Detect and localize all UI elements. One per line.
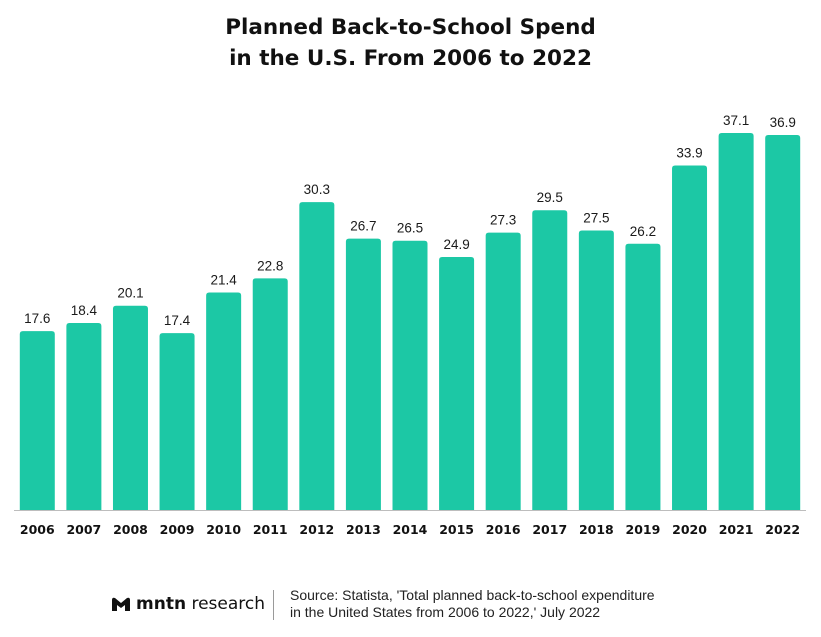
bar-2014	[392, 240, 428, 510]
bar-2021	[718, 133, 754, 510]
bar-2017	[532, 210, 568, 510]
bar-2015	[439, 256, 475, 510]
bar-2019	[625, 243, 661, 510]
value-label-2022: 36.9	[770, 115, 796, 130]
source-note: Source: Statista, 'Total planned back-to…	[290, 587, 750, 621]
value-label-2020: 33.9	[676, 146, 702, 161]
footer: mntn research Source: Statista, 'Total p…	[0, 584, 821, 628]
bar-2012	[299, 202, 335, 510]
tick-label-2022: 2022	[765, 522, 800, 537]
bar-chart: 17.6 18.4 20.1 17.4 21.4 22.8 30.3 26.7 26.5 24.9…	[14, 113, 806, 537]
tick-label-2010: 2010	[206, 522, 241, 537]
brand: mntn research	[112, 594, 265, 614]
value-label-2012: 30.3	[304, 182, 330, 197]
value-label-2008: 20.1	[117, 286, 143, 301]
bar-2018	[578, 230, 614, 511]
tick-label-2014: 2014	[393, 522, 428, 537]
brand-name-rest: research	[186, 594, 265, 614]
tick-label-2011: 2011	[253, 522, 288, 537]
tick-label-2015: 2015	[439, 522, 474, 537]
tick-label-2009: 2009	[160, 522, 195, 537]
value-label-2019: 26.2	[630, 224, 656, 239]
bar-2013	[345, 238, 381, 510]
bar-2011	[252, 278, 288, 510]
bar-2016	[485, 232, 521, 510]
tick-label-2016: 2016	[486, 522, 521, 537]
bar-2020	[672, 165, 708, 510]
value-labels-group: 17.6 18.4 20.1 17.4 21.4 22.8 30.3 26.7 26.5 24.9…	[24, 113, 796, 328]
tick-label-2017: 2017	[532, 522, 567, 537]
chart-title: Planned Back-to-School Spend in the U.S.…	[0, 12, 821, 74]
bar-2022	[765, 135, 801, 510]
bar-2009	[159, 333, 195, 510]
value-label-2013: 26.7	[350, 219, 376, 234]
tick-label-2021: 2021	[719, 522, 754, 537]
mntn-logo-icon	[112, 597, 130, 611]
value-label-2014: 26.5	[397, 221, 423, 236]
tick-label-2019: 2019	[626, 522, 661, 537]
footer-divider	[273, 590, 274, 620]
bar-2007	[66, 323, 102, 510]
bars-group	[19, 133, 801, 511]
bar-2008	[112, 305, 148, 510]
chart-title-line-2: in the U.S. From 2006 to 2022	[229, 46, 592, 71]
tick-label-2012: 2012	[299, 522, 334, 537]
value-label-2007: 18.4	[71, 303, 98, 318]
value-label-2021: 37.1	[723, 113, 749, 128]
value-label-2018: 27.5	[583, 211, 609, 226]
value-label-2009: 17.4	[164, 313, 191, 328]
brand-name-bold: mntn	[136, 594, 187, 614]
value-label-2016: 27.3	[490, 213, 516, 228]
value-label-2015: 24.9	[443, 237, 469, 252]
brand-name: mntn research	[136, 594, 265, 614]
tick-label-2020: 2020	[672, 522, 707, 537]
chart-title-line-1: Planned Back-to-School Spend	[225, 15, 596, 40]
tick-label-2018: 2018	[579, 522, 614, 537]
tick-label-2006: 2006	[20, 522, 55, 537]
value-label-2011: 22.8	[257, 258, 283, 273]
bar-2006	[19, 331, 55, 510]
tick-label-2007: 2007	[66, 522, 101, 537]
value-label-2017: 29.5	[537, 190, 563, 205]
source-line-1: Source: Statista, 'Total planned back-to…	[290, 587, 655, 603]
value-label-2010: 21.4	[211, 273, 238, 288]
tick-label-2013: 2013	[346, 522, 381, 537]
tick-label-2008: 2008	[113, 522, 148, 537]
value-label-2006: 17.6	[24, 311, 50, 326]
x-tick-labels-group: 2006 2007 2008 2009 2010 2011 2012 2013 2014 2015…	[20, 522, 800, 537]
bar-2010	[206, 292, 242, 510]
source-line-2: in the United States from 2006 to 2022,'…	[290, 604, 601, 620]
